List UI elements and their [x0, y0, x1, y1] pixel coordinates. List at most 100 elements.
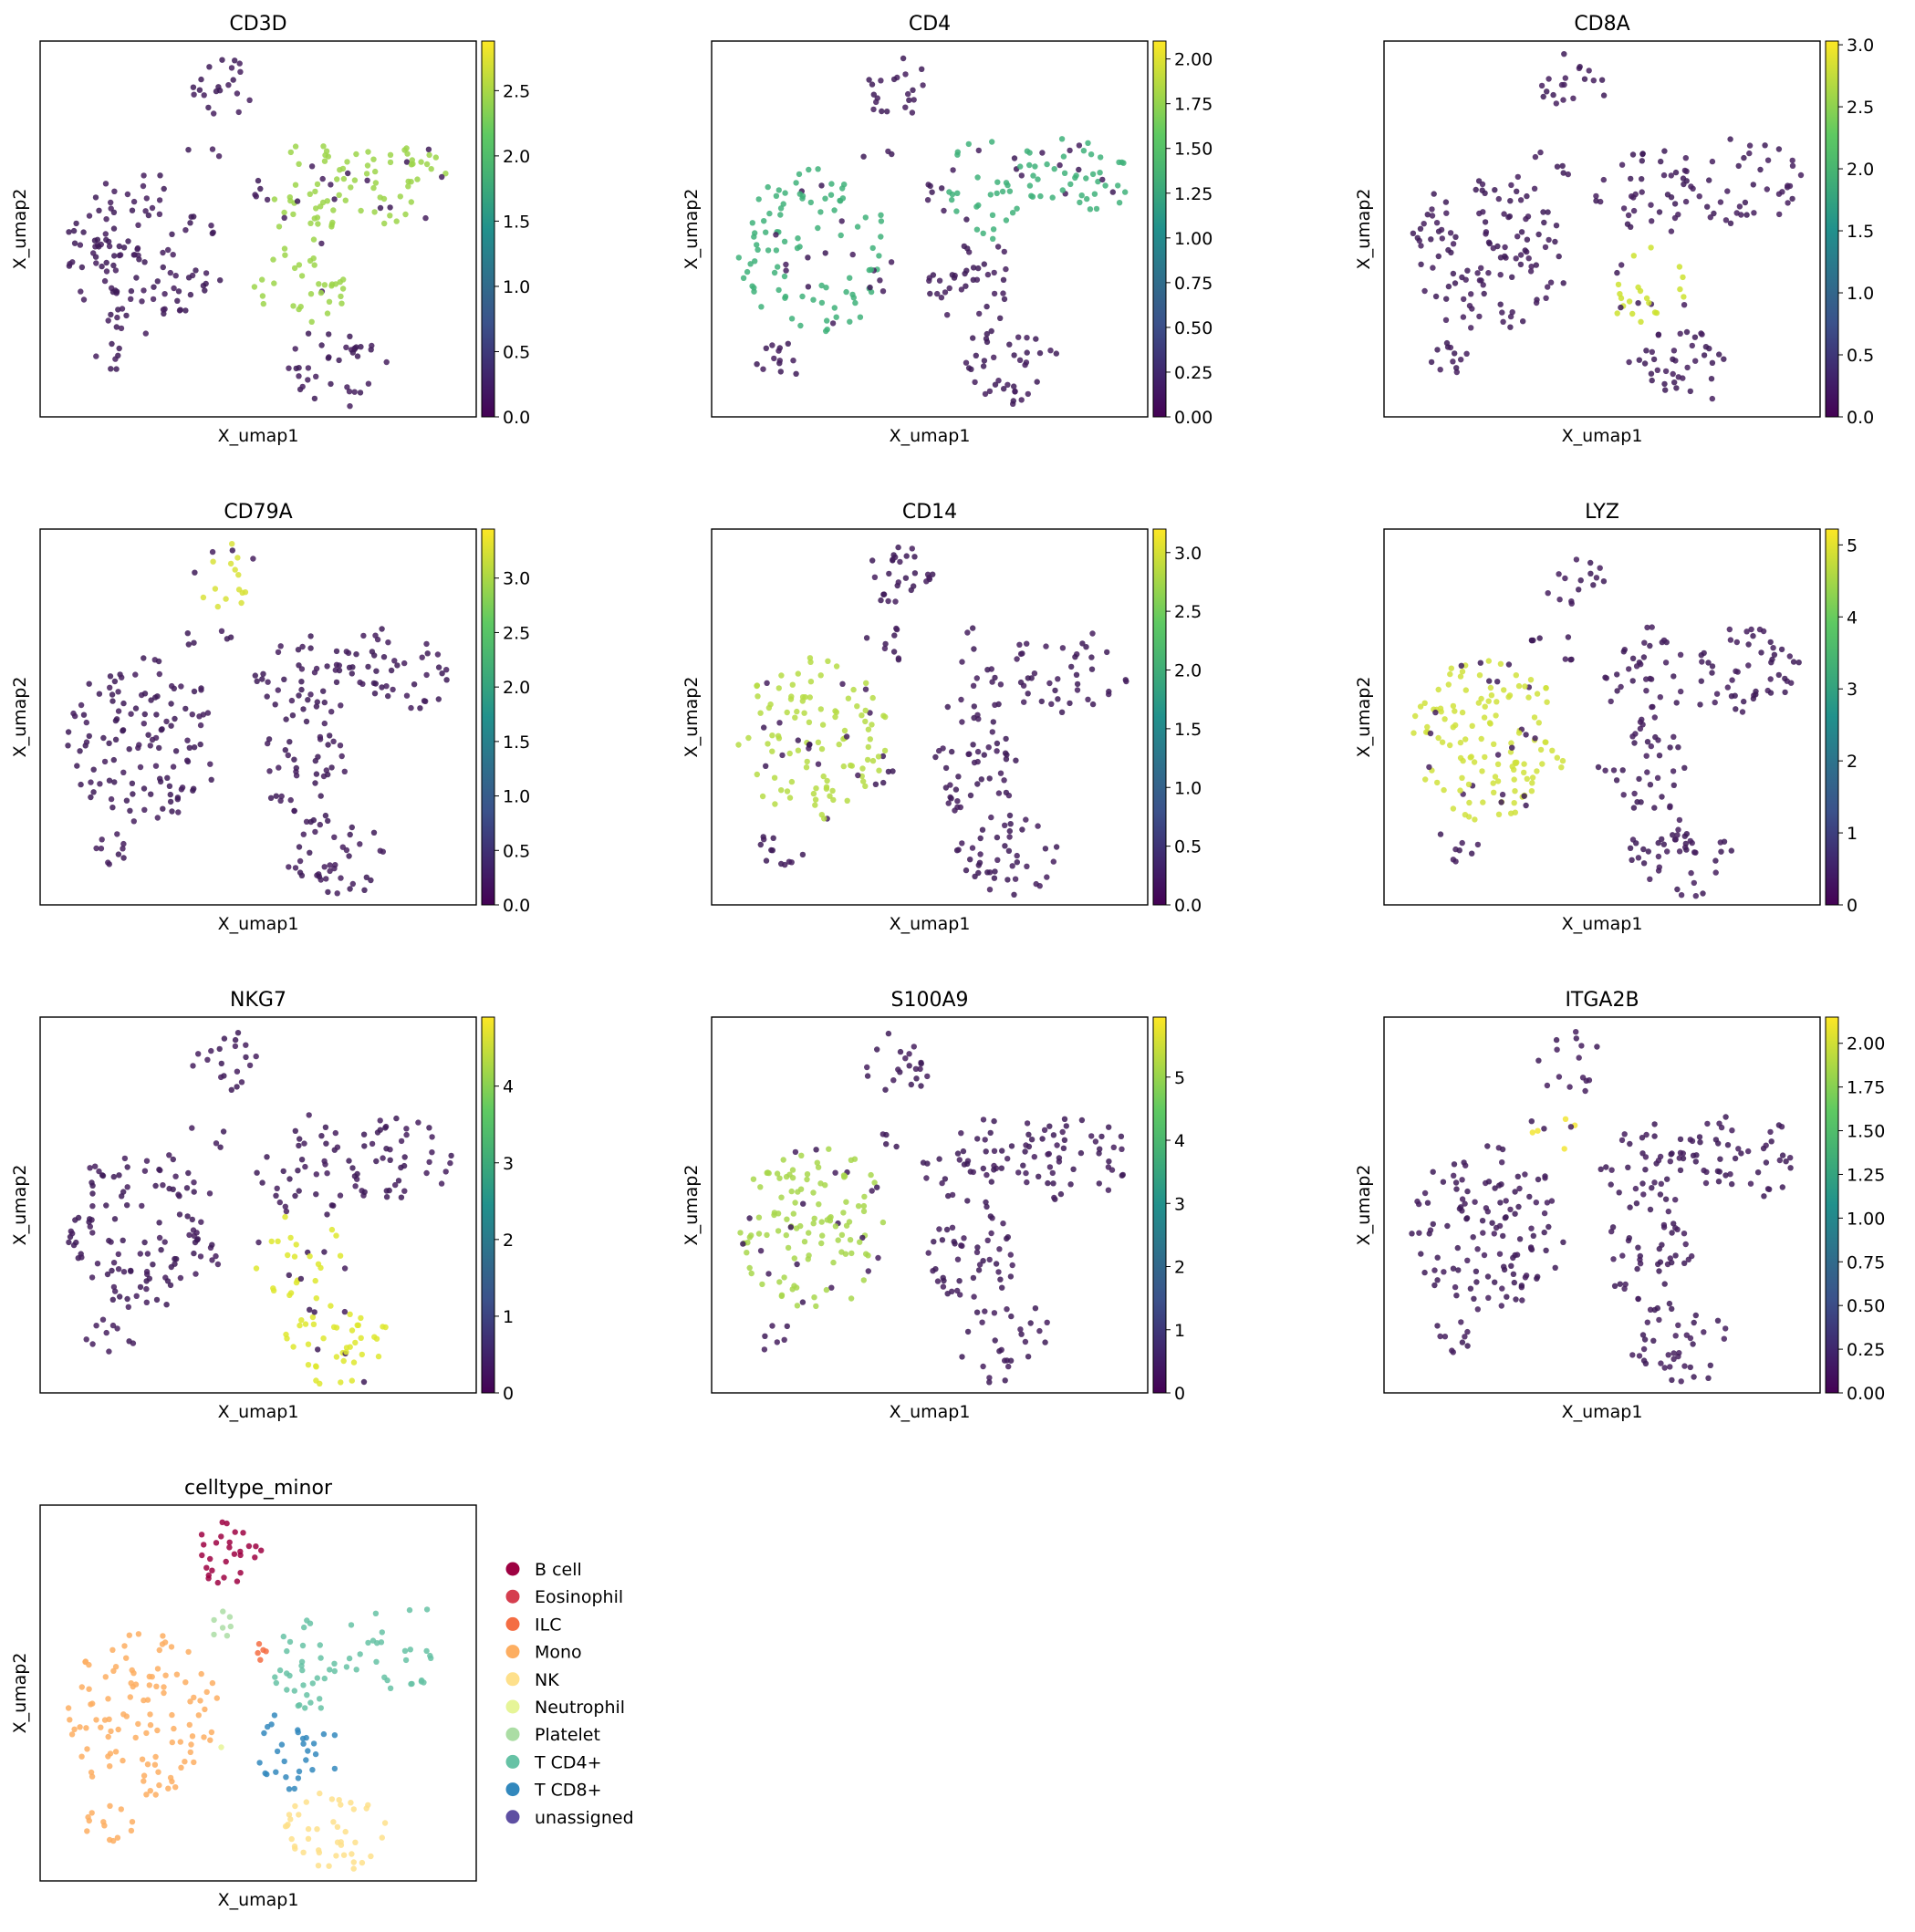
umap-point — [946, 285, 952, 292]
umap-point — [1011, 352, 1017, 358]
colorbar-tick-label: 0.5 — [503, 342, 530, 362]
umap-point — [755, 1231, 763, 1237]
umap-point — [1009, 210, 1016, 216]
umap-point — [1018, 397, 1025, 403]
umap-point — [1012, 388, 1018, 395]
umap-point — [133, 1293, 140, 1300]
umap-point — [1491, 789, 1497, 795]
umap-point — [1586, 1077, 1593, 1084]
umap-point — [1626, 358, 1632, 366]
umap-point — [963, 359, 970, 366]
umap-point — [804, 758, 810, 765]
umap-point — [1635, 1244, 1641, 1251]
umap-point — [811, 1215, 817, 1222]
umap-point — [387, 204, 393, 211]
umap-point — [1616, 1189, 1622, 1196]
umap-point — [1029, 193, 1036, 200]
umap-point — [1637, 1261, 1644, 1267]
umap-point — [272, 1674, 278, 1680]
umap-point — [259, 276, 265, 283]
umap-point — [311, 262, 317, 268]
umap-point — [970, 742, 976, 748]
umap-point — [368, 877, 374, 884]
umap-point — [1462, 687, 1470, 693]
umap-point — [1579, 1075, 1587, 1081]
umap-point — [1712, 857, 1719, 864]
umap-point — [188, 1741, 194, 1748]
umap-point — [336, 1797, 342, 1803]
umap-point — [815, 166, 821, 172]
umap-point — [775, 685, 782, 691]
umap-point — [1789, 157, 1795, 164]
umap-point — [112, 1749, 120, 1755]
umap-point — [771, 355, 777, 362]
umap-point — [1576, 587, 1582, 593]
umap-point — [1464, 1328, 1471, 1335]
umap-point — [1057, 1190, 1065, 1198]
umap-point — [1006, 834, 1013, 840]
umap-point — [200, 594, 207, 601]
umap-point — [337, 1192, 344, 1199]
umap-point — [201, 1734, 207, 1740]
umap-point — [794, 1303, 801, 1309]
umap-point — [254, 1169, 260, 1176]
umap-point — [310, 236, 317, 243]
umap-point — [986, 1375, 993, 1381]
umap-point — [830, 796, 837, 804]
umap-point — [243, 1054, 249, 1061]
umap-point — [1708, 376, 1715, 382]
umap-point — [284, 1647, 290, 1655]
umap-point — [1642, 1167, 1649, 1173]
umap-point — [128, 711, 134, 717]
umap-point — [1475, 178, 1483, 184]
umap-point — [417, 705, 423, 712]
umap-point — [1661, 1281, 1668, 1287]
colorbar-tick-label: 4 — [1174, 1131, 1185, 1151]
umap-point — [884, 109, 890, 115]
umap-point — [980, 1363, 986, 1370]
umap-point — [1469, 850, 1475, 857]
umap-point — [750, 1176, 757, 1182]
umap-point — [126, 746, 132, 753]
umap-point — [337, 167, 343, 173]
umap-point — [785, 1244, 792, 1252]
umap-point — [902, 104, 909, 110]
umap-point — [1014, 859, 1021, 866]
umap-point — [292, 346, 298, 352]
umap-point — [121, 1155, 129, 1162]
umap-point — [330, 738, 337, 744]
umap-point — [1085, 140, 1091, 146]
umap-point — [1430, 1169, 1436, 1175]
umap-point — [128, 1827, 135, 1834]
umap-point — [255, 1239, 262, 1246]
umap-point — [999, 1284, 1005, 1291]
umap-point — [66, 229, 72, 235]
panel-title: CD3D — [229, 13, 286, 36]
umap-point — [331, 1667, 338, 1675]
umap-point — [262, 1770, 268, 1777]
umap-point — [805, 254, 811, 261]
umap-point — [1410, 730, 1417, 736]
umap-point — [1560, 97, 1566, 103]
umap-point — [1450, 270, 1457, 277]
umap-point — [134, 244, 141, 252]
umap-point — [307, 220, 314, 226]
umap-point — [1076, 166, 1082, 173]
umap-point — [128, 1267, 134, 1274]
umap-point — [855, 772, 861, 779]
umap-point — [1726, 626, 1733, 633]
umap-point — [749, 283, 755, 289]
umap-point — [1549, 747, 1556, 753]
umap-point — [970, 1274, 977, 1282]
umap-point — [141, 1168, 149, 1174]
umap-point — [192, 569, 198, 576]
umap-point — [1614, 688, 1620, 694]
panel-title: LYZ — [1585, 501, 1619, 524]
umap-point — [264, 196, 271, 203]
umap-point — [144, 1697, 151, 1703]
umap-point — [953, 208, 960, 214]
umap-point — [810, 296, 817, 303]
umap-point — [365, 149, 371, 155]
umap-point — [860, 1202, 868, 1210]
umap-point — [831, 305, 838, 311]
